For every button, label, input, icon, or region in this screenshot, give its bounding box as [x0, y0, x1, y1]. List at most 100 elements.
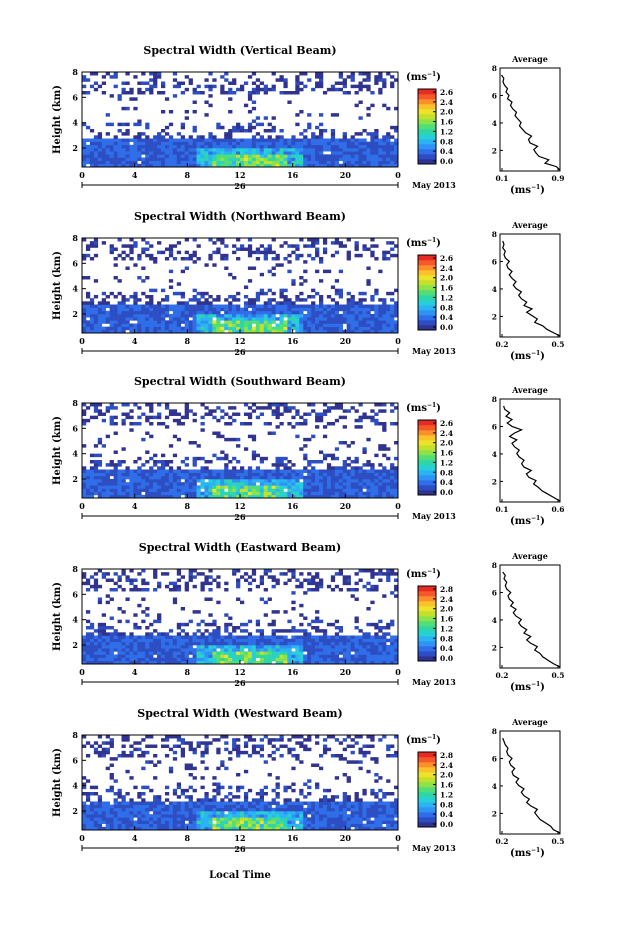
heatmap-cell [355, 244, 359, 247]
heatmap-cell [102, 821, 106, 824]
heatmap-cell [149, 403, 153, 406]
avg-x-unit-base: (ms [510, 351, 531, 362]
heatmap-cell [323, 320, 327, 323]
heatmap-cell [145, 632, 149, 635]
heatmap-cell [165, 572, 169, 575]
heatmap-cell [256, 298, 260, 301]
heatmap-cell [299, 655, 303, 658]
heatmap-cell [185, 588, 189, 591]
heatmap-cell [177, 413, 181, 416]
x-tick-label: 20 [340, 667, 352, 677]
heatmap-cell [374, 82, 378, 85]
heatmap-cell [118, 161, 122, 164]
heatmap-cell [133, 151, 137, 154]
heatmap-cell [248, 413, 252, 416]
heatmap-cell [390, 327, 394, 330]
heatmap-cell [149, 473, 153, 476]
heatmap-cell [339, 642, 343, 645]
heatmap-cell [339, 324, 343, 327]
heatmap-cell [362, 413, 366, 416]
heatmap-cell [374, 479, 378, 482]
heatmap-cell [311, 579, 315, 582]
heatmap-cell [122, 107, 126, 110]
heatmap-cell [236, 642, 240, 645]
heatmap-cell [291, 489, 295, 492]
colorbar-swatch [418, 114, 436, 119]
heatmap-cell [264, 154, 268, 157]
heatmap-cell [169, 476, 173, 479]
heatmap-cell [173, 824, 177, 827]
heatmap-cell [98, 311, 102, 314]
heatmap-cell [331, 651, 335, 654]
colorbar-swatch [418, 300, 436, 305]
heatmap-cell [208, 476, 212, 479]
heatmap-cell [323, 639, 327, 642]
heatmap-cell [374, 482, 378, 485]
heatmap-cell [244, 129, 248, 132]
heatmap-cell [366, 476, 370, 479]
heatmap-cell [232, 438, 236, 441]
heatmap-cell [185, 457, 189, 460]
colorbar-tick-label: 2.0 [440, 108, 453, 117]
heatmap-cell [98, 327, 102, 330]
heatmap-cell [319, 154, 323, 157]
heatmap-cell [145, 588, 149, 591]
heatmap-cell [86, 470, 90, 473]
heatmap-cell [291, 416, 295, 419]
heatmap-cell [319, 113, 323, 116]
heatmap-cell [323, 470, 327, 473]
heatmap-cell [351, 317, 355, 320]
heatmap-cell [248, 154, 252, 157]
heatmap-cell [295, 327, 299, 330]
heatmap-cell [193, 251, 197, 254]
heatmap-cell [82, 154, 86, 157]
heatmap-cell [94, 295, 98, 298]
heatmap-cell [374, 636, 378, 639]
heatmap-cell [319, 476, 323, 479]
heatmap-cell [268, 569, 272, 572]
heatmap-cell [315, 270, 319, 273]
heatmap-cell [256, 248, 260, 251]
heatmap-cell [204, 413, 208, 416]
heatmap-cell [378, 485, 382, 488]
heatmap-cell [204, 148, 208, 151]
heatmap-cell [268, 645, 272, 648]
heatmap-cell [161, 305, 165, 308]
heatmap-cell [232, 466, 236, 469]
heatmap-cell [323, 821, 327, 824]
heatmap-cell [133, 645, 137, 648]
heatmap-cell [90, 403, 94, 406]
heatmap-cell [280, 135, 284, 138]
heatmap-cell [260, 632, 264, 635]
heatmap-cell [181, 314, 185, 317]
x-tick-label: 16 [287, 667, 299, 677]
heatmap-cell [351, 648, 355, 651]
heatmap-cell [339, 295, 343, 298]
heatmap-cell [374, 821, 378, 824]
heatmap-cell [98, 142, 102, 145]
heatmap-cell [177, 482, 181, 485]
heatmap-cell [193, 295, 197, 298]
heatmap-cell [228, 623, 232, 626]
heatmap-cell [268, 482, 272, 485]
heatmap-cell [362, 139, 366, 142]
heatmap-cell [256, 292, 260, 295]
heatmap-cell [82, 148, 86, 151]
heatmap [82, 569, 398, 664]
heatmap-cell [252, 482, 256, 485]
heatmap-cell [153, 639, 157, 642]
heatmap-cell [193, 139, 197, 142]
heatmap-cell [370, 324, 374, 327]
heatmap-cell [149, 476, 153, 479]
heatmap-cell [216, 320, 220, 323]
colorbar-unit-base: (ms [406, 238, 427, 249]
heatmap-cell [260, 82, 264, 85]
heatmap-cell [193, 161, 197, 164]
heatmap-cell [94, 145, 98, 148]
heatmap-cell [260, 139, 264, 142]
heatmap-cell [153, 260, 157, 263]
heatmap-cell [264, 151, 268, 154]
heatmap-cell [193, 142, 197, 145]
heatmap-cell [114, 308, 118, 311]
colorbar-swatch [418, 631, 436, 636]
